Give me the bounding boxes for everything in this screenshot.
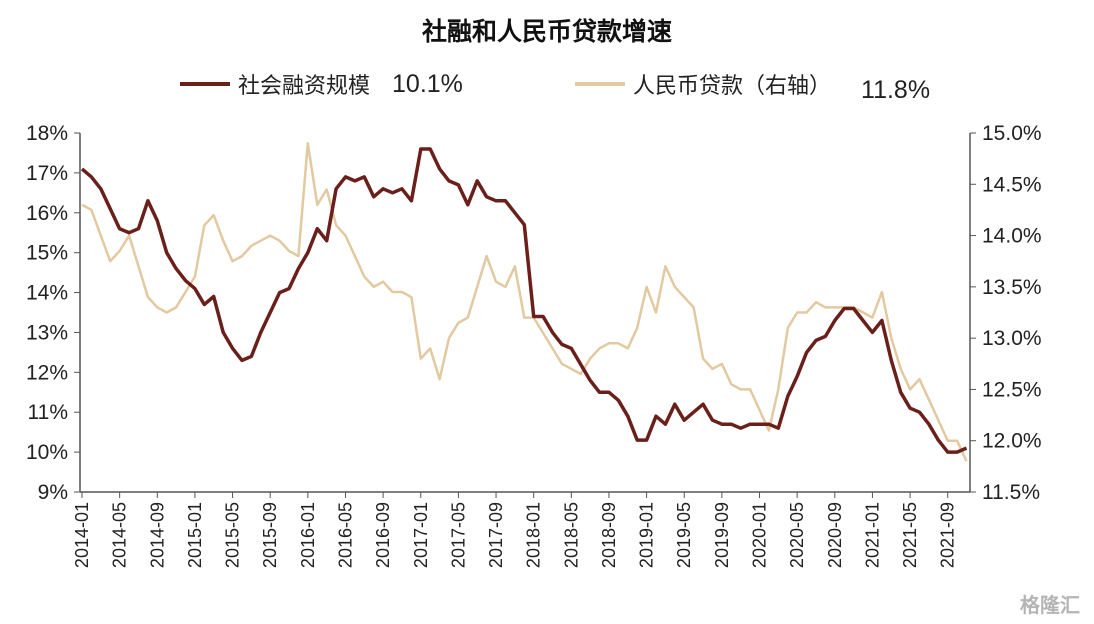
x-tick-label: 2018-09 (599, 502, 619, 568)
watermark-logo: 格隆汇 (1020, 593, 1080, 617)
left-tick-label: 11% (28, 401, 68, 424)
x-tick-label: 2020-05 (787, 502, 807, 568)
right-tick-label: 11.5% (982, 481, 1040, 504)
x-tick-label: 2021-09 (938, 502, 958, 568)
right-tick-label: 13.5% (982, 276, 1042, 299)
right-tick-label: 14.5% (982, 173, 1042, 196)
right-tick-label: 14.0% (982, 225, 1042, 248)
x-tick-label: 2021-01 (862, 502, 882, 568)
left-tick-label: 13% (26, 321, 68, 344)
x-tick-label: 2018-01 (524, 502, 544, 568)
left-tick-label: 17% (26, 162, 68, 185)
x-tick-label: 2016-01 (298, 502, 318, 568)
x-tick-label: 2016-05 (335, 502, 355, 568)
legend-swatch-tsf (180, 82, 230, 86)
left-tick-label: 14% (26, 282, 68, 305)
left-tick-label: 9% (38, 481, 68, 504)
x-tick-label: 2020-09 (825, 502, 845, 568)
x-tick-label: 2015-09 (260, 502, 280, 568)
legend-value-loans: 11.8% (861, 75, 931, 104)
left-tick-label: 18% (26, 122, 68, 145)
x-tick-label: 2014-05 (110, 502, 130, 568)
x-tick-label: 2015-05 (223, 502, 243, 568)
x-tick-label: 2014-01 (72, 502, 92, 568)
x-tick-label: 2017-05 (448, 502, 468, 568)
x-tick-label: 2014-09 (147, 502, 167, 568)
x-tick-label: 2015-01 (185, 502, 205, 568)
legend-swatch-loans (575, 82, 625, 86)
legend-value-tsf: 10.1% (392, 69, 463, 98)
left-tick-label: 12% (26, 361, 68, 384)
right-tick-label: 15.0% (982, 122, 1042, 145)
x-tick-label: 2016-09 (373, 502, 393, 568)
legend-item-tsf: 社会融资规模 10.1% (180, 68, 463, 100)
legend-label-tsf: 社会融资规模 (238, 74, 371, 99)
x-tick-label: 2017-09 (486, 502, 506, 568)
left-tick-label: 16% (26, 202, 68, 225)
legend-label-loans: 人民币贷款（右轴） (633, 74, 832, 99)
x-tick-label: 2018-05 (561, 502, 581, 568)
x-tick-label: 2019-05 (674, 502, 694, 568)
x-tick-label: 2020-01 (750, 502, 770, 568)
left-tick-label: 15% (26, 242, 68, 265)
chart-title: 社融和人民币贷款增速 (421, 17, 672, 46)
left-tick-label: 10% (26, 441, 68, 464)
series-line-loans (81, 142, 968, 462)
x-tick-label: 2017-01 (411, 502, 431, 568)
x-tick-label: 2021-05 (900, 502, 920, 568)
series-line-tsf (80, 147, 968, 454)
right-tick-label: 12.5% (982, 378, 1042, 401)
right-tick-label: 13.0% (982, 327, 1042, 350)
right-tick-label: 12.0% (982, 430, 1042, 453)
legend-item-loans: 人民币贷款（右轴） 11.8% (575, 68, 930, 104)
x-tick-label: 2019-01 (637, 502, 657, 568)
x-tick-label: 2019-09 (712, 502, 732, 568)
